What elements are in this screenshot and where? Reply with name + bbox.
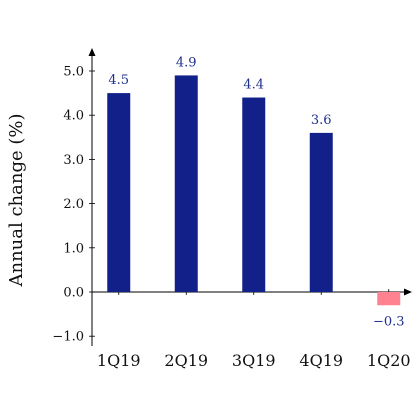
data-label-1q19: 4.5: [108, 73, 129, 88]
x-tick-label: 4Q19: [299, 351, 343, 370]
x-tick-label: 1Q20: [367, 351, 411, 370]
x-axis-arrow: [404, 288, 412, 296]
data-labels: 4.5 4.9 4.4 3.6 −0.3: [108, 55, 404, 329]
y-axis-label: Annual change (%): [6, 113, 27, 287]
y-tick-label: 2.0: [63, 197, 84, 212]
y-axis: [88, 48, 96, 346]
bar-3q19: [242, 97, 266, 293]
bar-1q19: [107, 93, 131, 292]
x-tick-label: 3Q19: [232, 351, 276, 370]
y-ticks: −1.0 0.0 1.0 2.0 3.0 4.0 5.0: [52, 65, 95, 345]
data-label-3q19: 4.4: [243, 78, 264, 93]
x-tick-label: 1Q19: [97, 351, 141, 370]
bar-2q19: [174, 75, 198, 292]
y-tick-label: 3.0: [63, 153, 84, 168]
y-tick-label: 1.0: [63, 241, 84, 256]
category-labels: 1Q19 2Q19 3Q19 4Q19 1Q20: [97, 351, 411, 370]
bars: [107, 75, 401, 306]
bar-4q19: [309, 132, 333, 292]
data-label-2q19: 4.9: [176, 55, 197, 70]
data-label-4q19: 3.6: [311, 113, 332, 128]
bar-1q20: [377, 292, 401, 306]
y-tick-label: 4.0: [63, 109, 84, 124]
y-tick-label: −1.0: [52, 330, 84, 345]
y-axis-arrow: [88, 48, 96, 56]
y-tick-label: 5.0: [63, 65, 84, 80]
x-tick-label: 2Q19: [164, 351, 208, 370]
y-tick-label: 0.0: [63, 286, 84, 301]
data-label-1q20: −0.3: [373, 314, 405, 329]
